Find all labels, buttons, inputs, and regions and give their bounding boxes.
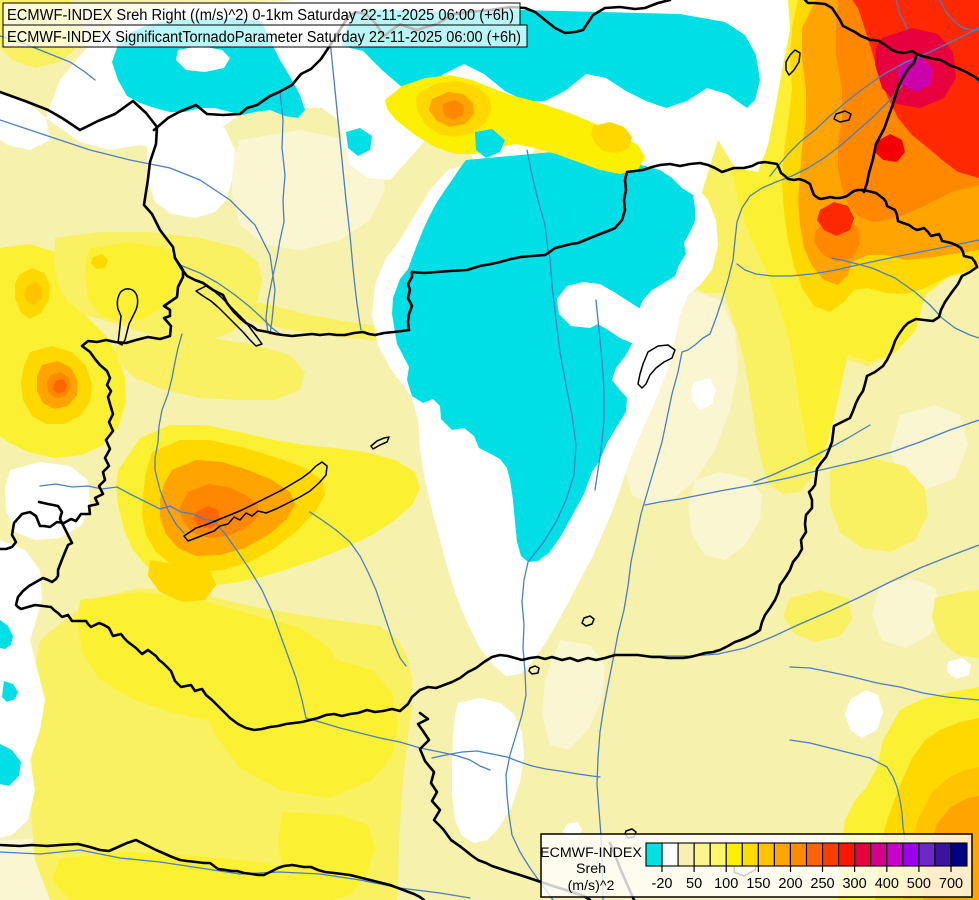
svg-text:300: 300 bbox=[842, 876, 866, 892]
svg-text:400: 400 bbox=[875, 876, 899, 892]
svg-text:Sreh: Sreh bbox=[576, 861, 606, 877]
svg-text:250: 250 bbox=[810, 876, 834, 892]
svg-text:150: 150 bbox=[746, 876, 770, 892]
svg-text:200: 200 bbox=[778, 876, 802, 892]
svg-text:700: 700 bbox=[939, 876, 963, 892]
svg-text:(m/s)^2: (m/s)^2 bbox=[568, 878, 615, 894]
svg-text:-20: -20 bbox=[652, 876, 673, 892]
svg-text:ECMWF-INDEX: ECMWF-INDEX bbox=[540, 845, 642, 861]
svg-text:100: 100 bbox=[714, 876, 738, 892]
svg-text:500: 500 bbox=[907, 876, 931, 892]
svg-text:50: 50 bbox=[686, 876, 702, 892]
svg-text:ECMWF-INDEX SignificantTornado: ECMWF-INDEX SignificantTornadoParameter … bbox=[7, 29, 521, 46]
svg-text:ECMWF-INDEX Sreh Right ((m/s)^: ECMWF-INDEX Sreh Right ((m/s)^2) 0-1km S… bbox=[7, 7, 514, 24]
